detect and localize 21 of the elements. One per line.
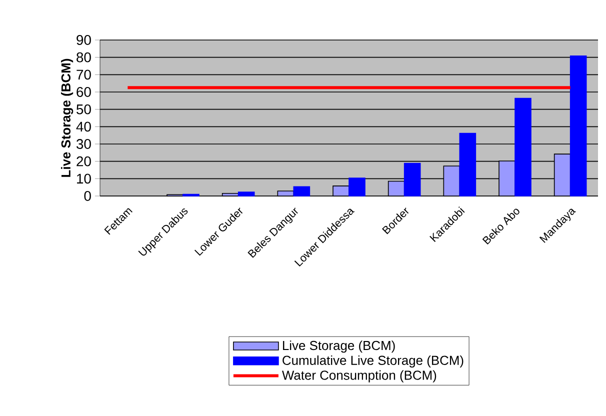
y-tick-label: 80: [76, 52, 91, 62]
bar: [570, 56, 587, 196]
y-tick-label: 70: [76, 70, 91, 80]
legend-label: Live Storage (BCM): [283, 340, 395, 353]
y-tick-label: 50: [76, 104, 91, 114]
y-tick-label: 60: [76, 87, 91, 97]
legend-label: Cumulative Live Storage (BCM): [282, 355, 464, 368]
y-tick-label: 0: [84, 191, 91, 201]
bar: [459, 132, 476, 196]
bar: [238, 192, 255, 196]
bar: [293, 186, 310, 196]
bar: [514, 98, 532, 196]
legend-label: Water Consumption (BCM): [282, 370, 436, 382]
y-tick-label: 10: [77, 174, 91, 184]
bar: [348, 178, 366, 196]
y-tick-label: 20: [76, 156, 91, 166]
y-tick-label: 90: [76, 35, 91, 45]
y-tick-label: 30: [76, 139, 91, 149]
bar: [404, 162, 421, 196]
y-axis-title: Live Storage (BCM): [60, 58, 74, 177]
y-tick-label: 40: [76, 122, 91, 132]
